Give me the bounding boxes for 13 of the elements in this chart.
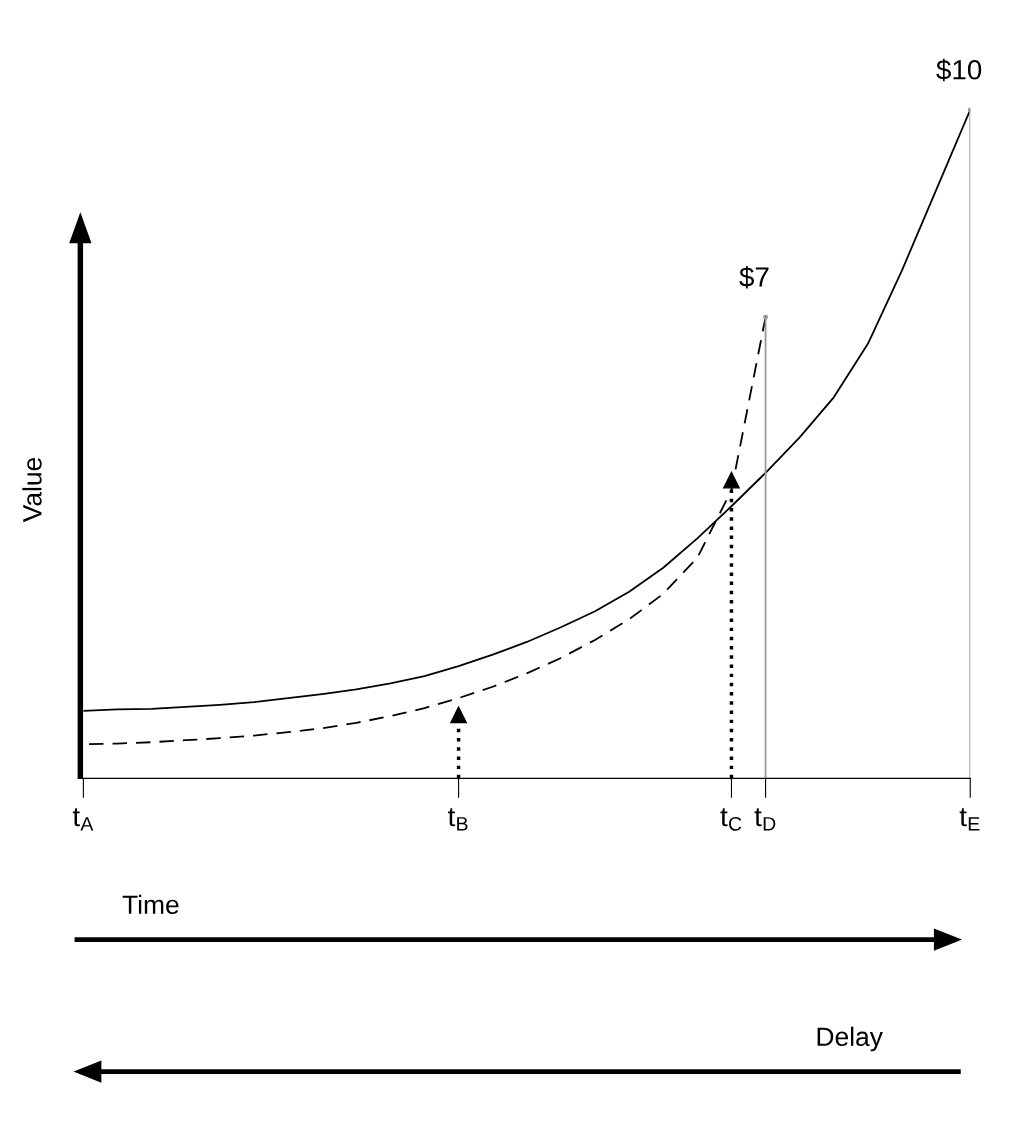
- x-tick-label: t$_{C}$: [720, 808, 742, 831]
- x-axis-title: Time: [122, 894, 179, 915]
- annotation: $10: [936, 58, 982, 82]
- x-tick-label: t$_{D}$: [754, 808, 776, 831]
- x-tick-label: t$_{B}$: [448, 808, 468, 831]
- y-axis-title: Value: [22, 457, 42, 523]
- x-tick-label: t$_{E}$: [959, 808, 980, 831]
- point: [763, 314, 768, 320]
- text: Delay: [817, 1026, 883, 1052]
- x-tick-label: t$_{A}$: [72, 808, 94, 831]
- point: [450, 706, 467, 724]
- point: [723, 471, 740, 489]
- annotation: $7: [739, 265, 769, 289]
